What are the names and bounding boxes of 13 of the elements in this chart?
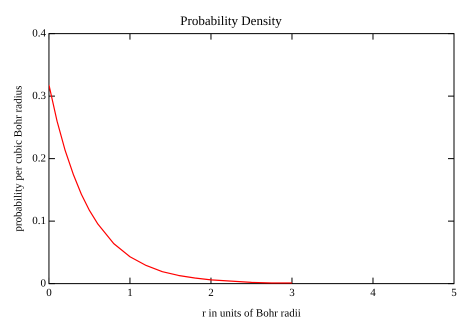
x-tick-label: 3 — [289, 287, 296, 300]
y-tick-label: 0.4 — [32, 27, 46, 40]
y-tick-label: 0.1 — [32, 214, 46, 227]
x-tick-label: 5 — [451, 287, 458, 300]
x-axis-title: r in units of Bohr radii — [202, 307, 301, 320]
x-tick-label: 1 — [127, 287, 133, 300]
y-tick-label: 0.3 — [32, 90, 46, 102]
y-tick-label: 0 — [40, 277, 46, 290]
y-tick-label: 0.2 — [32, 152, 46, 164]
chart-title: Probability Density — [180, 13, 282, 28]
x-tick-label: 4 — [370, 287, 376, 300]
y-axis-title: probability per cubic Bohr radius — [12, 86, 24, 232]
x-tick-label: 2 — [208, 287, 214, 300]
